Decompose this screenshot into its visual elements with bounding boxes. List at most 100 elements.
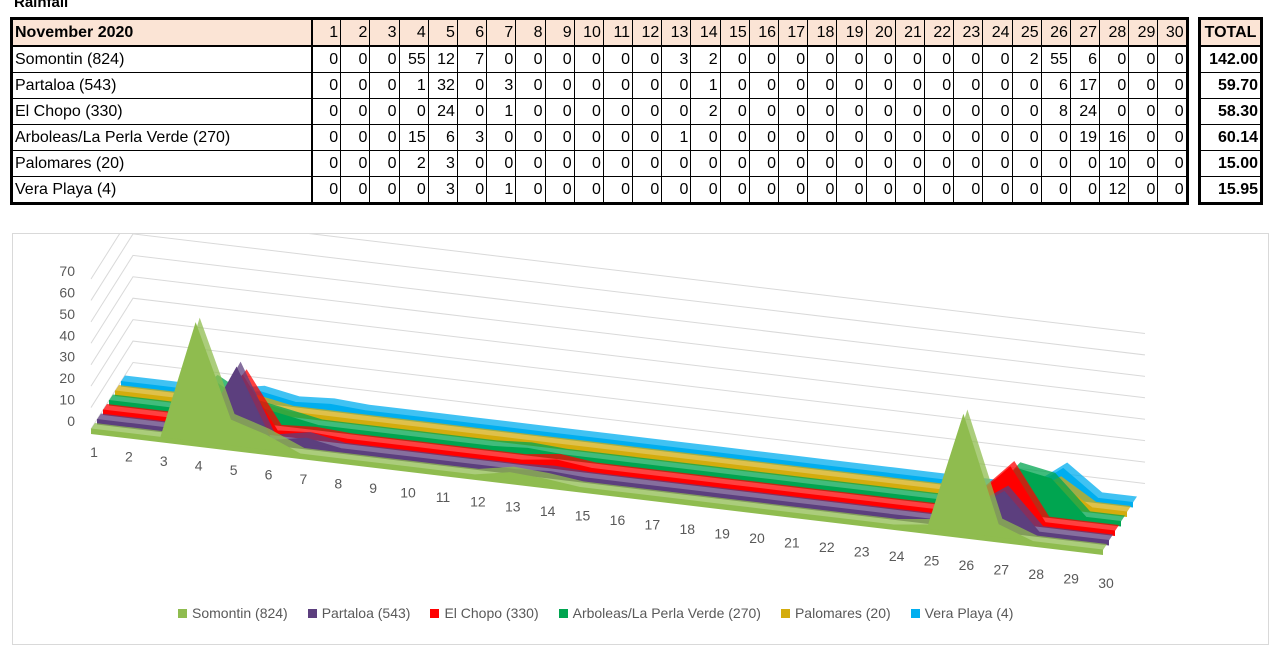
rain-value: 8	[1040, 98, 1071, 125]
rain-value: 0	[865, 98, 896, 125]
rain-value: 0	[1099, 45, 1130, 73]
y-tick-label: 50	[59, 306, 75, 322]
station-total: 60.14	[1199, 124, 1262, 151]
rain-value: 0	[456, 72, 488, 99]
rain-value: 0	[777, 150, 809, 177]
table-row: Vera Playa (4) 0 0 0 0 3 0 1 0 0 0 0 0 0 0 0 0 0 0 0 0 0 0 0 0 0 0…	[11, 176, 1188, 204]
rain-value: 0	[340, 150, 371, 177]
rain-value: 0	[632, 45, 663, 73]
rain-value: 0	[632, 98, 663, 125]
x-tick-label: 1	[90, 444, 98, 460]
rain-value: 0	[923, 150, 955, 177]
totals-table: TOTAL 142.00 59.70 58.30 60.14 15.00 15.95	[1198, 17, 1263, 205]
rain-value: 0	[923, 124, 955, 151]
rain-value: 0	[719, 72, 750, 99]
rain-value: 0	[982, 150, 1013, 177]
table-row: Somontin (824) 0 0 0 55 12 7 0 0 0 0 0 0 3 2 0 0 0 0 0 0 0 0 0 0…	[11, 45, 1188, 73]
series-ridge	[91, 317, 1107, 550]
x-tick-label: 13	[505, 498, 521, 514]
rain-value: 0	[602, 72, 634, 99]
day-header: 13	[661, 18, 692, 47]
x-tick-label: 12	[470, 494, 486, 510]
rain-value: 0	[573, 72, 604, 99]
rain-value: 0	[340, 124, 371, 151]
station-name: Somontin (824)	[11, 45, 313, 73]
rain-value: 0	[982, 124, 1013, 151]
rain-value: 3	[661, 45, 692, 73]
day-header: 6	[456, 18, 488, 47]
rain-value: 0	[544, 45, 575, 73]
rain-value: 0	[515, 45, 546, 73]
table-header-row: November 2020 1 2 3 4 5 6 7 8 9 10 11 12 13 14 15 16 17 18…	[11, 18, 1188, 47]
rain-value: 0	[894, 150, 925, 177]
rain-value: 1	[486, 176, 517, 204]
rain-value: 0	[544, 124, 575, 151]
rain-value: 0	[923, 176, 955, 204]
rain-value: 0	[369, 98, 400, 125]
rain-value: 6	[1069, 45, 1101, 73]
rain-value: 0	[748, 98, 780, 125]
rain-value: 0	[369, 150, 400, 177]
rain-value: 0	[953, 176, 984, 204]
rain-value: 2	[690, 98, 721, 125]
rain-value: 0	[777, 45, 809, 73]
station-total: 15.00	[1199, 150, 1262, 177]
x-tick-label: 22	[819, 539, 835, 555]
x-tick-label: 18	[679, 521, 695, 537]
rain-value: 0	[836, 72, 867, 99]
chart-legend: Somontin (824) Partaloa (543) El Chopo (33…	[178, 605, 1033, 621]
day-header: 7	[486, 18, 517, 47]
rainfall-chart: 0 10 20 30 40 50 60 70 1 2 3 4 5 6 7 8 9 10 11 12 13 14 15 16 17…	[12, 233, 1269, 645]
day-header: 16	[748, 18, 780, 47]
x-tick-label: 20	[749, 530, 765, 546]
rain-value: 0	[340, 72, 371, 99]
rain-value: 0	[661, 150, 692, 177]
day-header: 14	[690, 18, 721, 47]
rain-value: 0	[807, 124, 838, 151]
rain-value: 0	[398, 98, 429, 125]
rain-value: 0	[544, 176, 575, 204]
rain-value: 0	[456, 176, 488, 204]
rain-value: 0	[865, 150, 896, 177]
rain-value: 0	[1069, 150, 1101, 177]
rain-value: 0	[456, 150, 488, 177]
rain-value: 0	[865, 176, 896, 204]
rain-value: 0	[923, 98, 955, 125]
rain-value: 0	[807, 176, 838, 204]
rain-value: 0	[777, 98, 809, 125]
day-header: 11	[602, 18, 634, 47]
gridline	[90, 361, 1146, 484]
rain-value: 0	[807, 98, 838, 125]
rain-value: 0	[310, 176, 342, 204]
rain-value: 0	[1157, 98, 1188, 125]
rain-value: 0	[923, 72, 955, 99]
legend-swatch	[558, 608, 568, 618]
series-ridge	[115, 385, 1131, 512]
rain-value: 0	[836, 45, 867, 73]
legend-label: Somontin (824)	[192, 605, 288, 621]
x-tick-label: 6	[265, 467, 273, 483]
rain-value: 0	[486, 124, 517, 151]
rain-value: 0	[836, 124, 867, 151]
month-header: November 2020	[11, 18, 313, 47]
rain-value: 0	[1128, 72, 1159, 99]
x-tick-label: 25	[924, 553, 940, 569]
gridline	[90, 234, 1146, 334]
day-header: 5	[427, 18, 458, 47]
rain-value: 0	[777, 72, 809, 99]
rain-value: 55	[398, 45, 429, 73]
rain-value: 3	[427, 176, 458, 204]
rain-value: 0	[894, 98, 925, 125]
rain-value: 0	[310, 124, 342, 151]
rain-value: 0	[573, 98, 604, 125]
rain-value: 0	[602, 124, 634, 151]
rain-value: 0	[836, 98, 867, 125]
legend-swatch	[430, 608, 440, 618]
rain-value: 0	[1128, 98, 1159, 125]
day-header: 8	[515, 18, 546, 47]
day-header: 10	[573, 18, 604, 47]
rain-value: 0	[982, 72, 1013, 99]
gridline	[90, 234, 1146, 356]
rain-value: 7	[456, 45, 488, 73]
